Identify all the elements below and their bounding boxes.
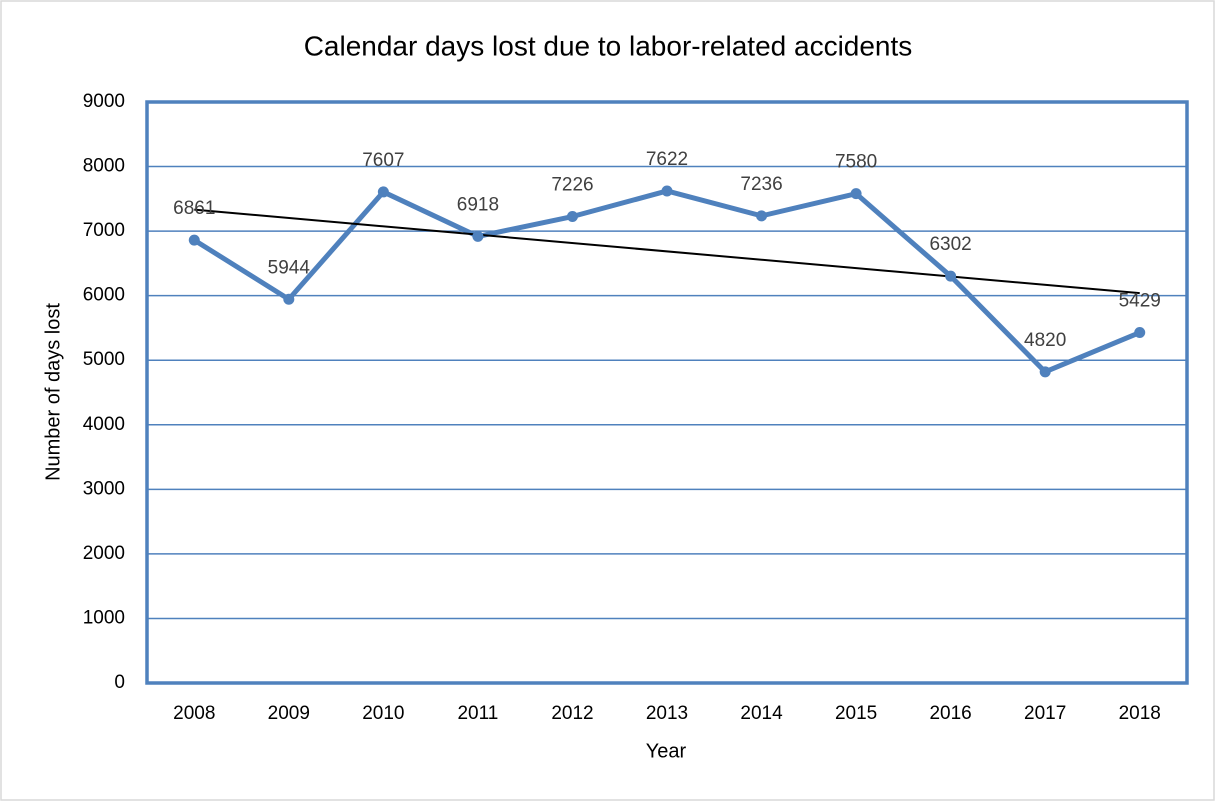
data-label: 7607: [362, 150, 404, 171]
data-label: 6302: [929, 234, 971, 255]
data-point: [472, 230, 484, 242]
y-tick-label: 9000: [83, 91, 125, 112]
chart-title: Calendar days lost due to labor-related …: [304, 30, 913, 61]
x-tick-label: 2018: [1119, 703, 1161, 724]
data-point: [283, 293, 295, 305]
plot-border: [145, 100, 1189, 685]
trendline: [194, 208, 1140, 295]
data-label: 7236: [740, 174, 782, 195]
y-tick-label: 3000: [83, 478, 125, 499]
x-tick-label: 2015: [835, 703, 877, 724]
y-tick-label: 6000: [83, 285, 125, 306]
data-label: 6918: [457, 194, 499, 215]
data-point: [566, 211, 578, 223]
data-point: [661, 185, 673, 197]
x-tick-label: 2014: [740, 703, 783, 724]
x-tick-label: 2017: [1024, 703, 1066, 724]
data-label: 5429: [1119, 291, 1161, 312]
x-tick-label: 2013: [646, 703, 688, 724]
x-axis-label: Year: [646, 740, 687, 762]
x-tick-label: 2010: [362, 703, 404, 724]
data-point: [945, 270, 957, 282]
y-tick-label: 7000: [83, 220, 125, 241]
data-label: 7226: [551, 175, 593, 196]
y-tick-label: 2000: [83, 543, 125, 564]
data-point: [756, 210, 768, 222]
y-tick-label: 8000: [83, 156, 125, 177]
data-label: 7622: [646, 149, 688, 170]
y-tick-label: 0: [114, 672, 125, 693]
data-label: 6861: [173, 198, 215, 219]
data-point: [188, 234, 200, 246]
data-point: [377, 186, 389, 198]
y-tick-label: 4000: [83, 414, 125, 435]
data-label: 4820: [1024, 330, 1066, 351]
data-point: [1039, 366, 1051, 378]
y-axis-label: Number of days lost: [42, 303, 64, 481]
x-tick-label: 2012: [551, 703, 593, 724]
data-point: [850, 188, 862, 200]
data-label: 5944: [268, 257, 311, 278]
data-label: 7580: [835, 152, 877, 173]
x-tick-label: 2016: [929, 703, 971, 724]
x-tick-label: 2009: [268, 703, 310, 724]
y-tick-label: 1000: [83, 607, 125, 628]
x-tick-label: 2011: [457, 703, 498, 724]
x-tick-label: 2008: [173, 703, 215, 724]
y-tick-label: 5000: [83, 349, 125, 370]
data-point: [1134, 327, 1146, 339]
